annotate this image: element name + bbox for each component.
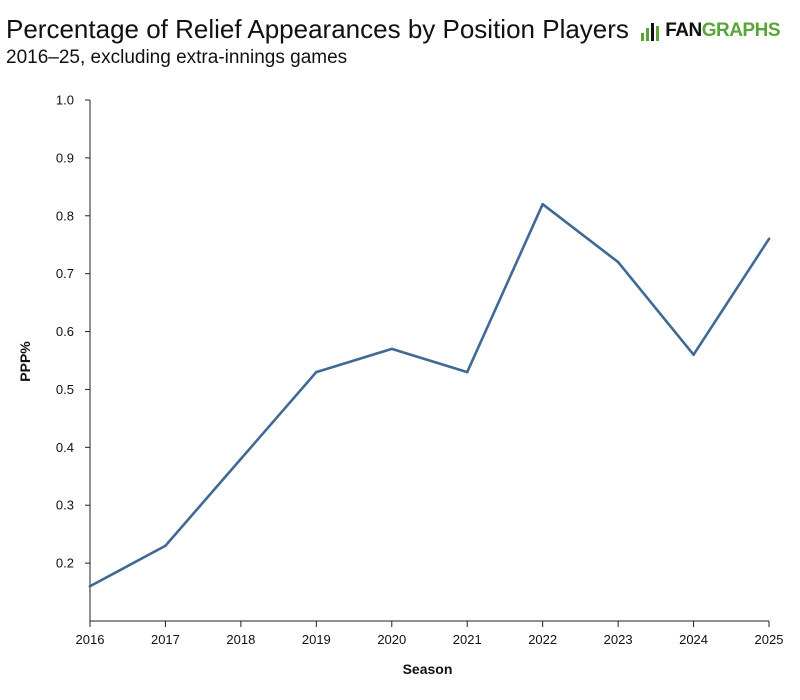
data-point-2016 bbox=[88, 584, 92, 588]
fangraphs-logo: FAN GRAPHS bbox=[640, 20, 781, 42]
logo-text-fan: FAN bbox=[665, 20, 702, 41]
y-axis-ticks: 0.2 0.3 0.4 0.5 0.6 0.7 0.8 0.9 1.0 bbox=[56, 93, 90, 571]
data-point-2025 bbox=[767, 237, 771, 241]
y-tick-label: 0.6 bbox=[56, 324, 74, 339]
x-tick-label: 2023 bbox=[604, 632, 633, 647]
data-point-2022 bbox=[541, 202, 544, 206]
chart-subtitle: 2016–25, excluding extra-innings games bbox=[6, 47, 348, 68]
x-tick-label: 2025 bbox=[755, 632, 784, 647]
y-tick-label: 0.2 bbox=[56, 556, 74, 571]
y-tick-label: 0.7 bbox=[56, 266, 74, 281]
data-point-2020 bbox=[390, 347, 394, 351]
x-axis-ticks: 2016 2017 2018 2019 2020 2021 2022 2023 2024 2025 bbox=[76, 621, 784, 647]
data-point-2023 bbox=[616, 260, 620, 264]
data-point-2018 bbox=[239, 457, 243, 461]
chart-series bbox=[88, 202, 771, 588]
y-axis-title: PPP% bbox=[17, 341, 33, 382]
y-tick-label: 0.4 bbox=[56, 440, 74, 455]
y-tick-label: 1.0 bbox=[56, 93, 74, 108]
data-point-2017 bbox=[164, 544, 167, 548]
x-tick-label: 2020 bbox=[377, 632, 406, 647]
y-tick-label: 0.5 bbox=[56, 382, 74, 397]
data-point-2024 bbox=[692, 353, 695, 357]
data-point-2021 bbox=[465, 370, 469, 374]
fangraphs-logo-icon bbox=[641, 23, 660, 41]
x-tick-label: 2018 bbox=[226, 632, 255, 647]
x-tick-label: 2021 bbox=[453, 632, 482, 647]
y-tick-label: 0.8 bbox=[56, 208, 74, 223]
x-tick-label: 2024 bbox=[679, 632, 708, 647]
data-point-2019 bbox=[315, 370, 318, 374]
y-tick-label: 0.9 bbox=[56, 150, 74, 165]
chart-title: Percentage of Relief Appearances by Posi… bbox=[6, 14, 629, 44]
logo-text-graphs: GRAPHS bbox=[701, 20, 781, 41]
chart-axes bbox=[89, 100, 769, 622]
y-tick-label: 0.3 bbox=[56, 498, 74, 513]
x-axis-title: Season bbox=[403, 661, 453, 677]
x-tick-label: 2019 bbox=[302, 632, 331, 647]
x-tick-label: 2016 bbox=[76, 632, 105, 647]
series-line-0 bbox=[88, 202, 771, 588]
x-tick-label: 2022 bbox=[528, 632, 557, 647]
x-tick-label: 2017 bbox=[151, 632, 180, 647]
